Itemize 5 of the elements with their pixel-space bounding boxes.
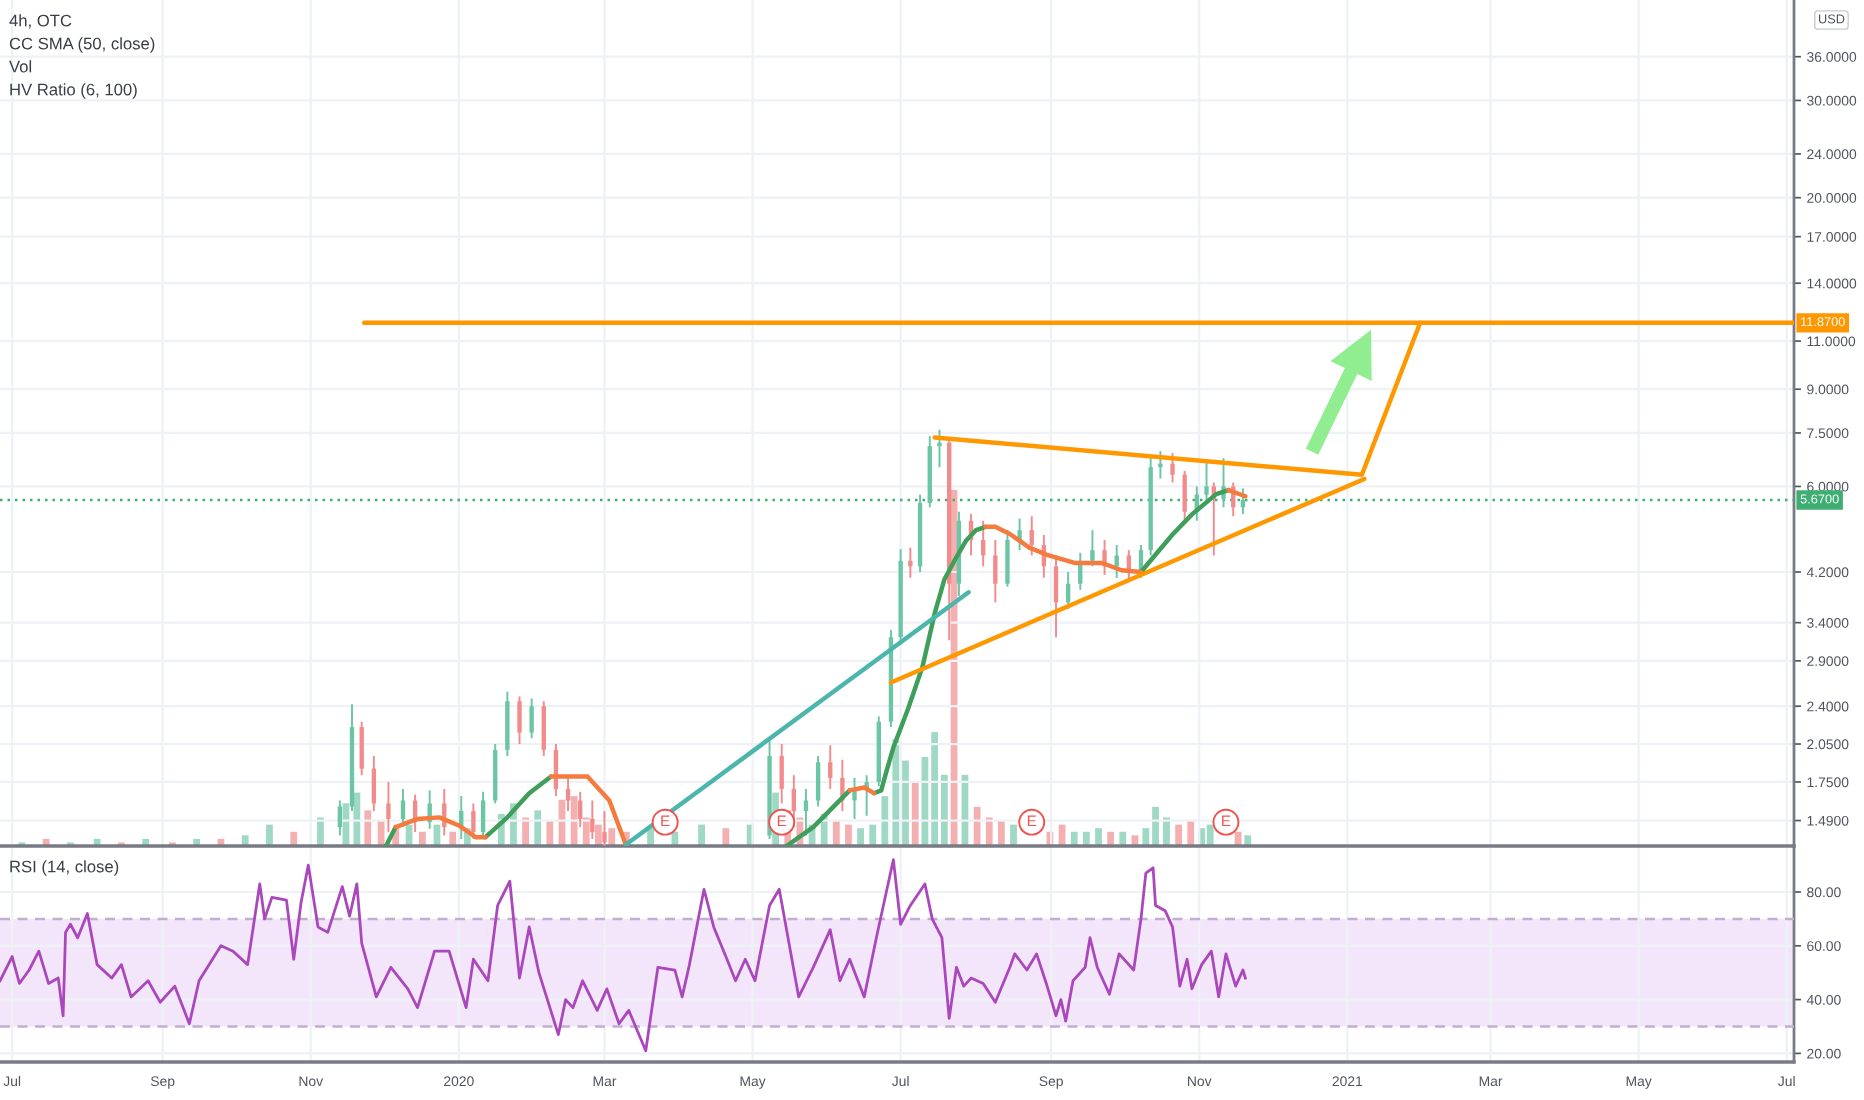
annotation: HV Ratio (6, 100) bbox=[10, 83, 137, 99]
text: RSI (14, close) bbox=[10, 860, 119, 876]
annotation: Vol bbox=[9, 60, 32, 73]
annotation: CC SMA (50, close) bbox=[9, 37, 155, 53]
text: 4h, OTC bbox=[9, 14, 72, 29]
